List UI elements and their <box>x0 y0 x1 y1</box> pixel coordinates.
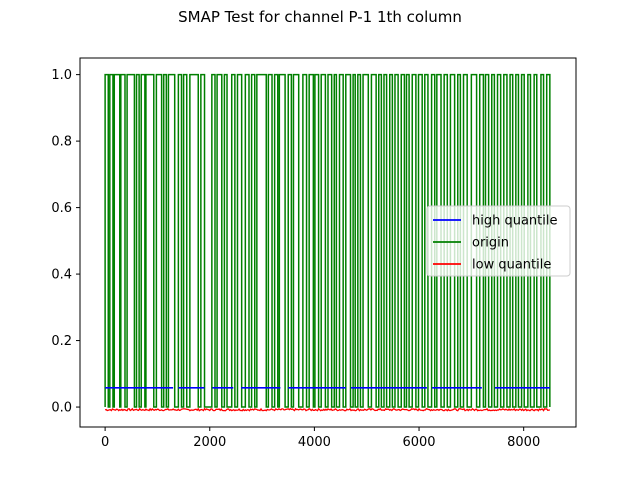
y-tick-label: 0.2 <box>51 334 72 349</box>
x-tick-label: 0 <box>101 435 109 450</box>
legend: high quantile origin low quantile <box>426 205 571 277</box>
axes-frame <box>79 57 577 428</box>
x-tick-label: 8000 <box>507 435 540 450</box>
series-origin-line <box>104 73 551 408</box>
y-tick-label: 0.6 <box>51 201 72 216</box>
y-tick-label: 0.4 <box>51 268 72 283</box>
y-tick-label: 1.0 <box>51 68 72 83</box>
plot-area <box>104 73 551 412</box>
chart-title: SMAP Test for channel P-1 1th column <box>178 8 462 26</box>
x-tick-label: 6000 <box>402 435 435 450</box>
series-low-quantile-line <box>105 407 550 412</box>
y-tick-label: 0.0 <box>51 401 72 416</box>
legend-label: origin <box>472 236 509 251</box>
legend-box <box>426 205 571 277</box>
x-tick-label: 4000 <box>298 435 331 450</box>
legend-label: high quantile <box>472 214 558 229</box>
axes: 0 2000 4000 6000 8000 0.0 0.2 0.4 0.6 0.8 1.0 <box>51 57 577 450</box>
x-tick-label: 2000 <box>193 435 226 450</box>
y-tick-label: 0.8 <box>51 135 72 150</box>
legend-label: low quantile <box>472 258 551 273</box>
